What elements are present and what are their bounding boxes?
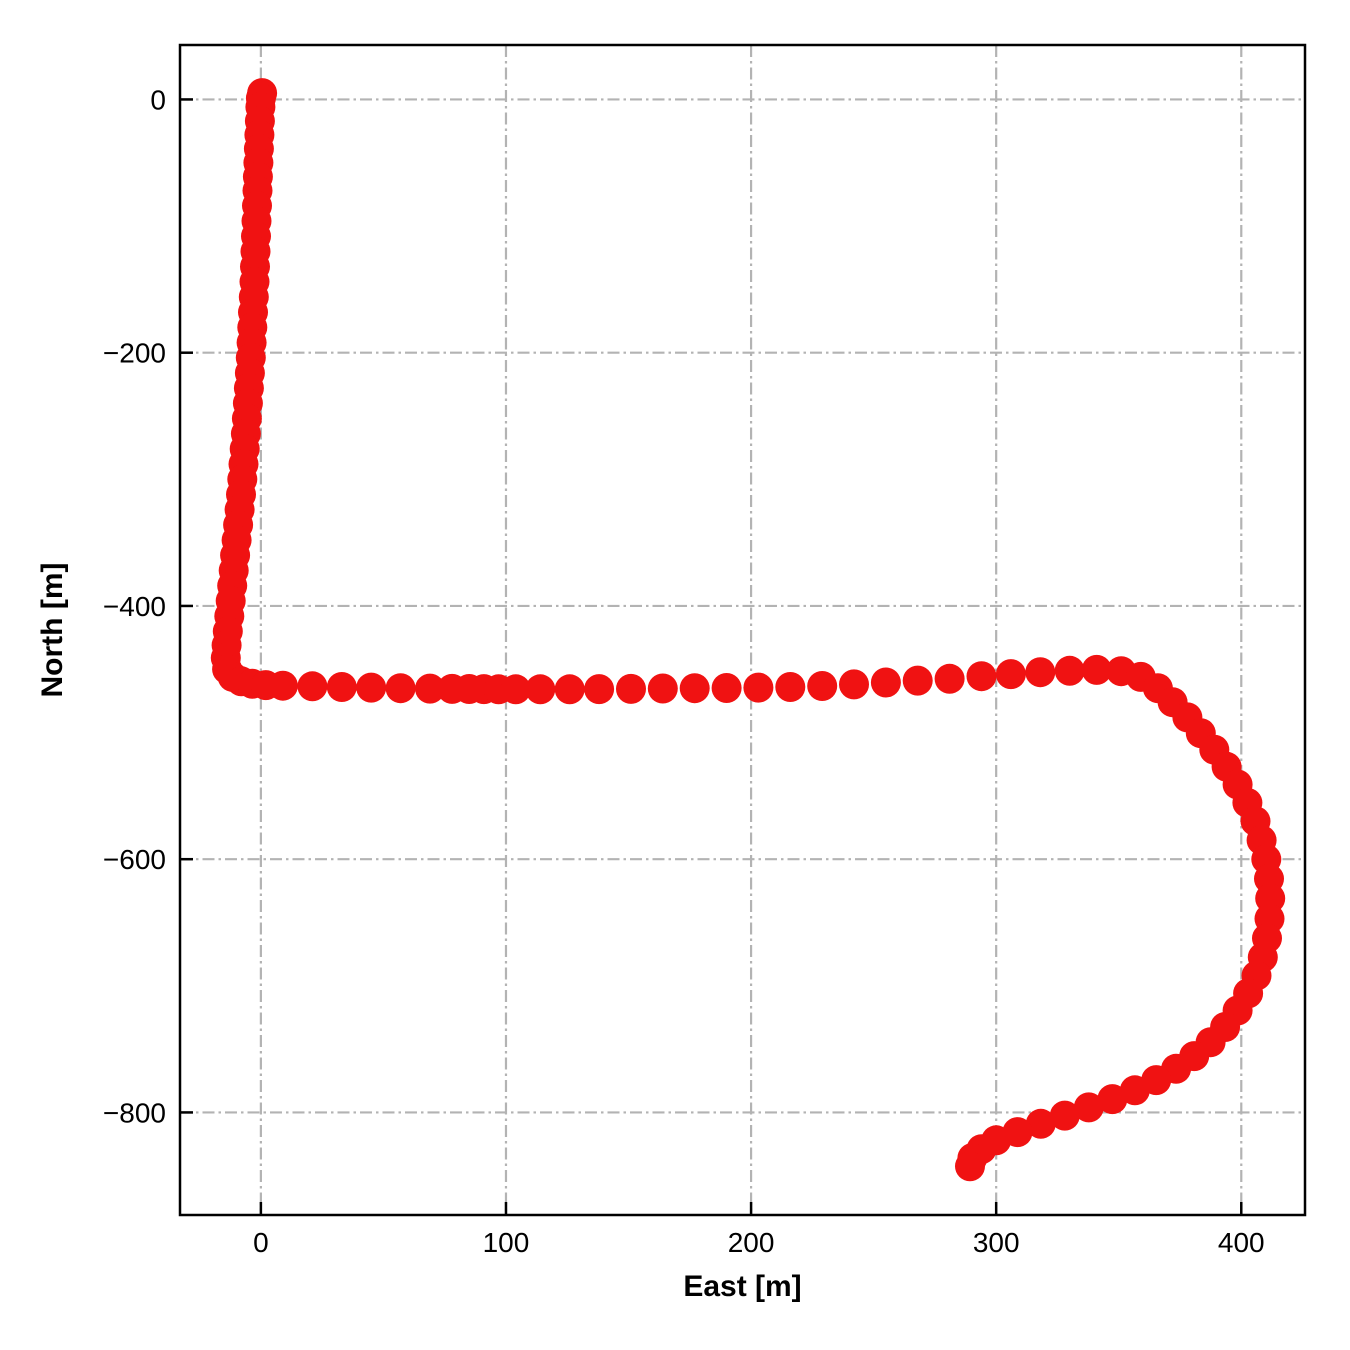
data-point: [500, 674, 531, 705]
data-point: [647, 673, 678, 704]
data-point: [839, 669, 869, 700]
plot-box-spines: [178, 43, 1307, 1217]
data-point: [616, 673, 646, 704]
data-point: [1081, 654, 1112, 685]
data-point: [1054, 655, 1085, 686]
data-point: [1073, 1092, 1104, 1123]
data-point: [902, 665, 933, 696]
data-point: [1049, 1100, 1080, 1131]
data-point: [267, 670, 298, 701]
y-tick-label: 0: [150, 84, 166, 115]
x-tick-labels: 0 100 200 300 400: [253, 1227, 1265, 1258]
x-tick-label: 0: [253, 1227, 269, 1258]
data-point: [1097, 1084, 1128, 1115]
y-tick-label: −600: [103, 844, 166, 875]
tick-marks: [180, 98, 1243, 1215]
data-point: [584, 674, 615, 705]
x-tick-label: 200: [728, 1227, 775, 1258]
data-point: [385, 673, 416, 704]
data-point: [356, 672, 387, 703]
data-point: [807, 671, 838, 701]
data-point: [775, 672, 806, 702]
data-point: [934, 663, 965, 694]
y-tick-labels: 0 −200 −400 −600 −800: [103, 84, 166, 1128]
data-point: [1025, 1108, 1056, 1139]
x-axis-label: East [m]: [683, 1270, 801, 1303]
data-point: [297, 671, 328, 702]
data-point: [743, 672, 774, 703]
x-tick-label: 300: [973, 1227, 1020, 1258]
data-point: [554, 674, 585, 705]
y-tick-label: −200: [103, 338, 166, 369]
x-tick-label: 100: [483, 1227, 530, 1258]
data-point: [679, 673, 710, 704]
y-tick-label: −400: [103, 591, 166, 622]
data-point: [1025, 657, 1056, 688]
data-point: [711, 673, 742, 703]
scatter-points: [210, 78, 1286, 1182]
data-point: [955, 1151, 985, 1182]
data-point: [415, 673, 445, 704]
data-point: [966, 661, 997, 692]
data-point: [326, 672, 357, 702]
data-point: [995, 659, 1026, 690]
y-axis-label: North [m]: [36, 563, 69, 698]
data-point: [870, 667, 901, 698]
data-point: [525, 674, 556, 705]
x-tick-label: 400: [1218, 1227, 1265, 1258]
grid-layer: [180, 45, 1305, 1215]
data-point: [1119, 1075, 1150, 1106]
y-tick-label: −800: [103, 1097, 166, 1128]
